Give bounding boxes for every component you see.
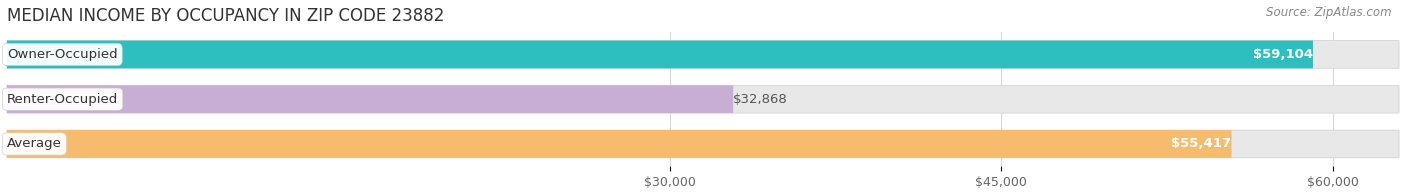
FancyBboxPatch shape	[7, 130, 1399, 158]
Text: Renter-Occupied: Renter-Occupied	[7, 93, 118, 106]
FancyBboxPatch shape	[7, 41, 1399, 68]
Text: $59,104: $59,104	[1253, 48, 1313, 61]
Text: Source: ZipAtlas.com: Source: ZipAtlas.com	[1267, 6, 1392, 19]
Text: Average: Average	[7, 137, 62, 151]
Text: $32,868: $32,868	[734, 93, 787, 106]
FancyBboxPatch shape	[7, 85, 733, 113]
FancyBboxPatch shape	[7, 85, 1399, 113]
FancyBboxPatch shape	[7, 130, 1232, 158]
FancyBboxPatch shape	[7, 41, 1313, 68]
Text: MEDIAN INCOME BY OCCUPANCY IN ZIP CODE 23882: MEDIAN INCOME BY OCCUPANCY IN ZIP CODE 2…	[7, 7, 444, 25]
Text: $55,417: $55,417	[1171, 137, 1232, 151]
Text: Owner-Occupied: Owner-Occupied	[7, 48, 118, 61]
